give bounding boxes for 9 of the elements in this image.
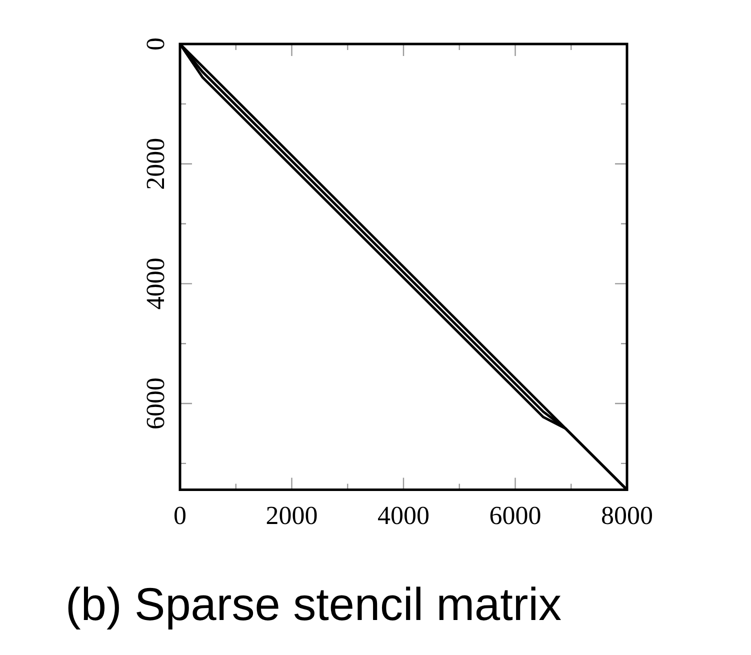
x-tick-label: 4000 [378,501,430,530]
y-tick-label: 4000 [140,258,170,310]
text: (b) Sparse stencil matrix [66,578,562,630]
y-tick-label: 6000 [140,378,170,430]
y-tick-label: 0 [140,38,170,50]
x-tick-label: 2000 [266,501,318,530]
x-tick-label: 6000 [489,501,542,530]
y-tick-label: 2000 [140,138,170,190]
x-tick-label: 8000 [601,501,653,530]
